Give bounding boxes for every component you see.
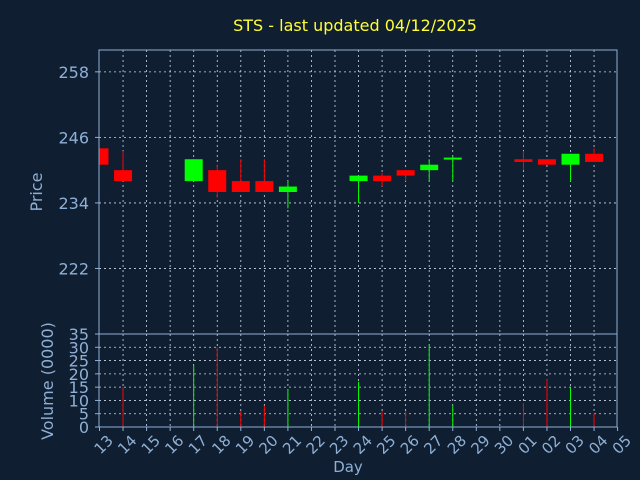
day-tick-label: 01 — [515, 432, 541, 458]
price-gridlines — [99, 50, 617, 334]
candle-body — [561, 153, 580, 165]
candle-body — [99, 148, 109, 165]
candle — [99, 148, 109, 165]
candle-body — [585, 153, 604, 162]
candle — [443, 156, 462, 182]
candle — [349, 175, 368, 203]
day-tick-label: 19 — [232, 432, 258, 458]
volume-series — [122, 344, 595, 427]
price-tick-label: 222 — [58, 259, 89, 278]
volume-tick-label: 15 — [69, 378, 89, 397]
volume-axis-label: Volume (0000) — [38, 322, 57, 440]
price-frame — [98, 49, 618, 335]
volume-tick-label: 30 — [69, 338, 89, 357]
candle-body — [396, 170, 415, 176]
price-tick-label: 246 — [58, 128, 89, 147]
candle-body — [420, 164, 439, 171]
day-tick-label: 05 — [609, 432, 635, 458]
price-axis-label: Price — [27, 172, 46, 211]
candle-body — [278, 186, 297, 192]
day-tick-label: 14 — [114, 432, 140, 458]
candle-body — [514, 159, 533, 162]
day-tick-labels: 1314151617181920212223242526272829300102… — [91, 427, 635, 458]
candle — [255, 159, 274, 192]
day-tick-label: 26 — [397, 432, 423, 458]
candle — [231, 159, 250, 192]
candle — [208, 164, 227, 198]
day-tick-label: 24 — [350, 432, 376, 458]
candle — [585, 148, 604, 162]
price-tick-label: 258 — [58, 63, 89, 82]
day-tick-label: 17 — [185, 432, 211, 458]
day-tick-label: 29 — [467, 432, 493, 458]
volume-tick-label: 0 — [79, 418, 89, 437]
x-axis-label: Day — [333, 458, 363, 476]
candle — [514, 151, 533, 171]
volume-tick-label: 35 — [69, 325, 89, 344]
candle — [114, 151, 133, 182]
candle — [278, 181, 297, 209]
day-tick-label: 27 — [420, 432, 446, 458]
candle-body — [443, 157, 462, 160]
candle-body — [373, 175, 392, 182]
candlestick-series — [99, 148, 604, 209]
candle — [420, 159, 439, 182]
price-tick-label: 234 — [58, 194, 89, 213]
volume-tick-label: 5 — [79, 405, 89, 424]
volume-tick-label: 25 — [69, 352, 89, 371]
day-tick-label: 04 — [585, 432, 611, 458]
chart-title: STS - last updated 04/12/2025 — [233, 16, 477, 35]
volume-tick-label: 20 — [69, 365, 89, 384]
candle-body — [537, 159, 556, 165]
day-tick-label: 03 — [562, 432, 588, 458]
day-tick-label: 22 — [303, 432, 329, 458]
candle-body — [255, 181, 274, 192]
candle — [537, 159, 556, 165]
volume-gridlines — [99, 334, 617, 427]
day-tick-label: 28 — [444, 432, 470, 458]
day-tick-label: 30 — [491, 432, 517, 458]
day-tick-label: 20 — [255, 432, 281, 458]
candle — [184, 159, 203, 182]
day-tick-label: 16 — [161, 432, 187, 458]
candle-body — [349, 175, 368, 182]
candle-body — [208, 170, 227, 192]
candle-body — [184, 159, 203, 182]
day-tick-label: 21 — [279, 432, 305, 458]
day-tick-label: 25 — [373, 432, 399, 458]
candle — [396, 170, 415, 182]
day-tick-label: 23 — [326, 432, 352, 458]
day-tick-label: 02 — [538, 432, 564, 458]
day-tick-label: 13 — [91, 432, 117, 458]
candle — [373, 172, 392, 187]
candle-body — [231, 181, 250, 192]
price-tick-labels: 222 234 246 258 — [58, 63, 99, 278]
day-tick-label: 15 — [138, 432, 164, 458]
candle-body — [114, 170, 133, 182]
volume-frame — [98, 333, 618, 428]
volume-tick-label: 10 — [69, 391, 89, 410]
day-tick-label: 18 — [208, 432, 234, 458]
candle — [561, 153, 580, 182]
plot-frames — [98, 49, 618, 428]
